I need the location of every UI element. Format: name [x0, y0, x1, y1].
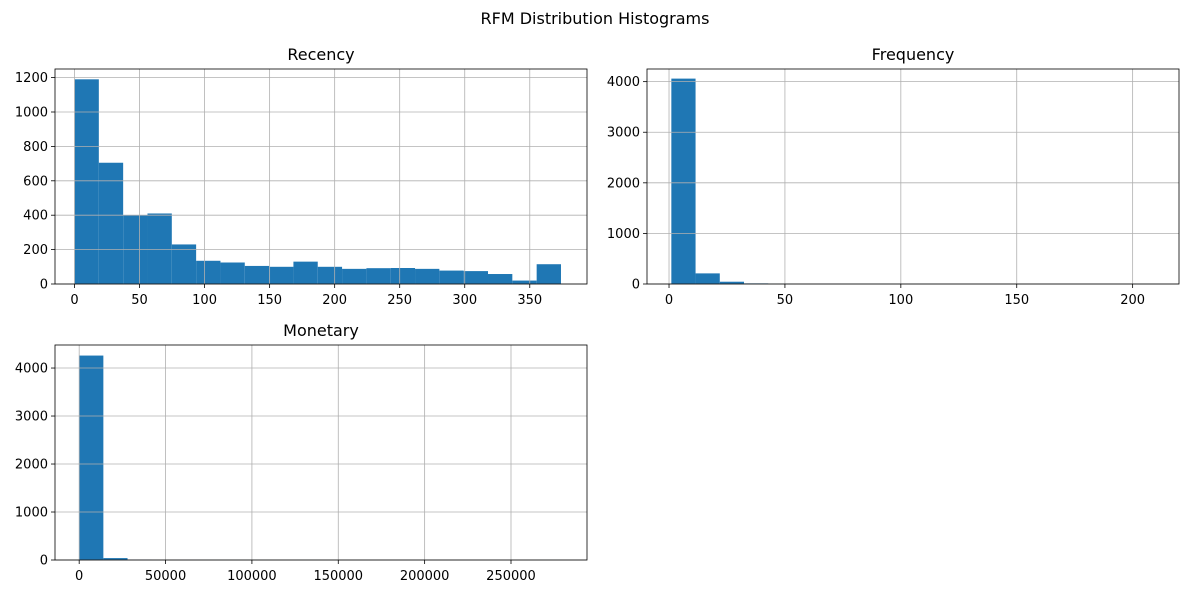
recency-bar: [98, 162, 124, 284]
recency-bar: [415, 268, 440, 284]
frequency-bar: [719, 281, 745, 284]
monetary-x-tick-label: 200000: [400, 569, 450, 584]
recency-y-tick-label: 200: [23, 243, 48, 258]
frequency-y-tick-label: 0: [632, 278, 640, 293]
monetary-x-tick-label: 250000: [486, 569, 536, 584]
recency-x-tick-label: 100: [192, 293, 217, 308]
recency-y-tick-label: 1200: [15, 71, 48, 86]
recency-histogram: Recency 0 50 100 150 200 250 300 350 0 200 400 600 8…: [15, 45, 588, 308]
recency-bar: [463, 271, 489, 284]
frequency-bar: [695, 273, 720, 284]
recency-bar: [390, 268, 416, 284]
monetary-bar: [79, 355, 104, 560]
monetary-y-tick-label: 3000: [15, 410, 48, 425]
frequency-title: Frequency: [872, 45, 955, 64]
recency-y-tick-label: 800: [23, 140, 48, 155]
recency-x-tick-label: 50: [131, 293, 148, 308]
recency-x-tick-label: 150: [257, 293, 282, 308]
recency-bar: [536, 264, 561, 284]
frequency-bar: [671, 78, 696, 284]
monetary-y-tick-label: 0: [40, 554, 48, 569]
monetary-x-tick-label: 50000: [145, 569, 186, 584]
recency-bar: [439, 270, 464, 284]
monetary-x-tick-label: 150000: [313, 569, 363, 584]
recency-bar: [147, 213, 172, 284]
frequency-x-tick-label: 100: [888, 293, 913, 308]
recency-y-tick-label: 1000: [15, 106, 48, 121]
frequency-bars: [671, 78, 1156, 284]
recency-y-tick-label: 0: [40, 278, 48, 293]
recency-bar: [317, 266, 343, 284]
frequency-x-tick-label: 150: [1004, 293, 1029, 308]
frequency-y-tick-label: 4000: [607, 75, 640, 90]
frequency-y-tick-label: 3000: [607, 126, 640, 141]
recency-bar: [293, 261, 318, 284]
monetary-x-tick-label: 0: [75, 569, 83, 584]
recency-bar: [512, 280, 537, 284]
frequency-y-tick-label: 2000: [607, 176, 640, 191]
monetary-bar: [103, 558, 128, 560]
recency-bar: [366, 268, 391, 284]
recency-bar: [269, 266, 294, 284]
recency-x-tick-label: 0: [70, 293, 78, 308]
monetary-y-tick-label: 2000: [15, 458, 48, 473]
frequency-x-tick-label: 0: [665, 293, 673, 308]
monetary-y-tick-label: 4000: [15, 362, 48, 377]
monetary-title: Monetary: [283, 321, 359, 340]
recency-y-tick-label: 600: [23, 174, 48, 189]
recency-bar: [244, 265, 270, 284]
recency-bar: [220, 262, 245, 284]
monetary-y-tick-label: 1000: [15, 506, 48, 521]
recency-x-tick-label: 350: [517, 293, 542, 308]
recency-bar: [488, 274, 513, 284]
recency-bar: [342, 268, 367, 284]
recency-title: Recency: [287, 45, 354, 64]
frequency-x-tick-label: 200: [1120, 293, 1145, 308]
recency-axes-frame: [54, 68, 588, 285]
figure-title: RFM Distribution Histograms: [481, 9, 710, 28]
recency-bars: [74, 79, 561, 284]
recency-x-tick-label: 200: [322, 293, 347, 308]
recency-bar: [74, 79, 99, 284]
recency-y-tick-label: 400: [23, 209, 48, 224]
monetary-bars: [79, 355, 563, 560]
frequency-axes-frame: [646, 68, 1180, 285]
frequency-x-tick-label: 50: [777, 293, 794, 308]
frequency-y-tick-label: 1000: [607, 227, 640, 242]
monetary-axes-frame: [54, 344, 588, 561]
recency-x-tick-label: 300: [452, 293, 477, 308]
monetary-x-tick-label: 100000: [227, 569, 277, 584]
recency-x-tick-label: 250: [387, 293, 412, 308]
recency-bar: [171, 244, 197, 284]
recency-bar: [196, 260, 221, 284]
monetary-histogram: Monetary 0 50000 100000 150000 200000 250000 0…: [15, 321, 588, 584]
